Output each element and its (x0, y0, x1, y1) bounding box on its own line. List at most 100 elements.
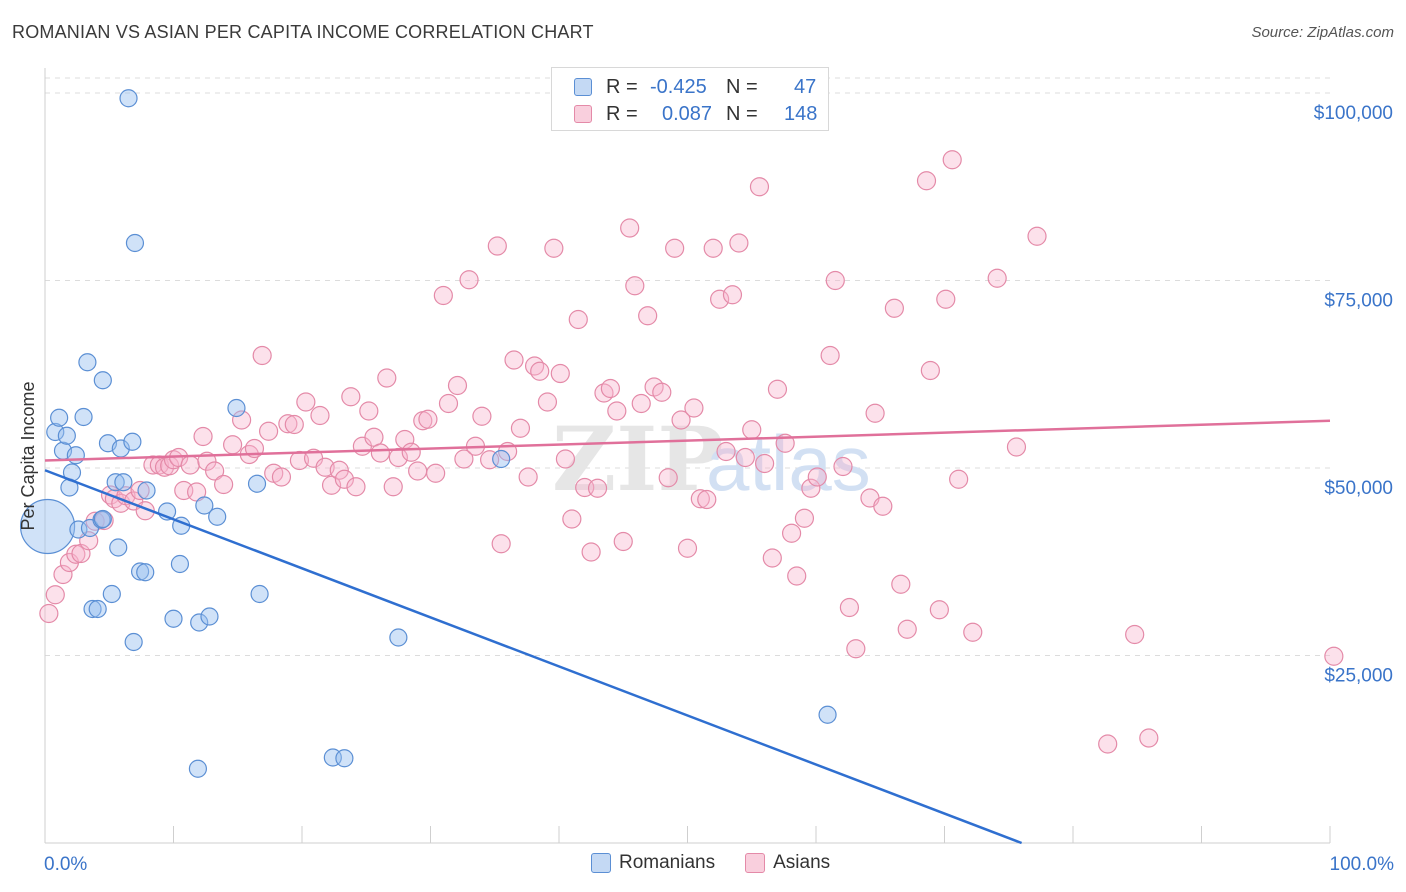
asian-point (767, 379, 788, 399)
asian-point (807, 467, 827, 487)
romanian-point (106, 473, 125, 492)
asian-point (638, 306, 658, 326)
asian-point (581, 542, 601, 562)
asian-point (762, 548, 782, 568)
asian-point (620, 218, 640, 238)
asian-point (66, 544, 86, 564)
asian-point (781, 523, 802, 543)
asian-point (130, 480, 150, 501)
asian-point (716, 441, 736, 462)
watermark-zip: ZIP (552, 407, 724, 511)
asian-point (820, 345, 840, 366)
asian-point (258, 421, 279, 441)
asian-point (697, 489, 717, 510)
asian-point (296, 392, 316, 412)
asian-point (801, 478, 821, 498)
asian-point (329, 460, 349, 480)
romanian-point (188, 759, 208, 778)
asian-point (846, 639, 866, 659)
asian-point (1027, 226, 1047, 246)
asian-point (472, 406, 492, 426)
asian-point (916, 171, 937, 191)
romanian-point (389, 628, 408, 647)
n-label: N = (726, 75, 758, 98)
stats-row-romanians: R = -0.425 N = 47 (574, 75, 816, 99)
asian-point (625, 276, 645, 296)
asians-trend-line (44, 419, 1331, 462)
y-axis-title: Per Capita Income (18, 381, 38, 530)
romanian-point (247, 474, 267, 493)
asian-point (524, 356, 545, 376)
asian-point (600, 378, 621, 399)
asian-point (310, 405, 330, 426)
asian-point (278, 414, 298, 434)
asian-point (454, 449, 474, 469)
asian-point (53, 564, 73, 585)
romanian-point (109, 538, 128, 557)
asian-point (45, 585, 65, 605)
asian-point (1098, 734, 1118, 754)
n-value: 148 (784, 102, 818, 125)
asian-point (271, 467, 292, 487)
asian-point (754, 453, 775, 474)
asian-point (447, 375, 468, 396)
legend-item-romanians[interactable]: Romanians (591, 852, 715, 874)
stats-legend: R = -0.425 N = 47 R = 0.087 N = 148 (551, 67, 829, 131)
asian-point (652, 382, 672, 402)
asian-point (987, 268, 1007, 288)
asian-point (631, 393, 651, 414)
r-label: R = (606, 102, 638, 125)
asian-point (839, 597, 860, 618)
n-value: 47 (794, 75, 817, 98)
stats-row-asians: R = 0.087 N = 148 (574, 102, 817, 126)
romanian-point (136, 563, 155, 582)
asian-point (180, 455, 200, 475)
romanian-point (200, 607, 219, 626)
asian-point (418, 409, 438, 429)
watermark: ZIP atlas (552, 407, 871, 511)
romanian-point (227, 398, 246, 418)
romanian-point (74, 407, 93, 427)
legend-label-asians: Asians (773, 852, 831, 873)
axes (44, 68, 1331, 844)
romanian-point (170, 554, 190, 574)
axis-labels: $25,000 $50,000 $75,000 $100,000 0.0% 100.0% P… (18, 103, 1394, 875)
asian-point (459, 270, 479, 290)
asian-point (1139, 728, 1159, 748)
asian-point (787, 566, 807, 586)
romanian-point (164, 609, 183, 628)
romanian-point (46, 422, 65, 442)
asian-point (341, 387, 361, 407)
asian-point (562, 509, 582, 529)
asian-point (433, 285, 453, 306)
x-tick-label: 100.0% (1330, 854, 1395, 875)
watermark-atlas: atlas (706, 419, 871, 507)
romanian-point (50, 408, 69, 427)
legend-item-asians[interactable]: Asians (745, 852, 830, 874)
asian-point (684, 398, 704, 418)
romanian-point (123, 432, 142, 451)
romanian-point (125, 233, 145, 253)
romanian-point (190, 613, 209, 632)
asian-point (1006, 437, 1027, 457)
asian-point (825, 270, 845, 291)
asian-point (920, 360, 940, 381)
asian-point (232, 410, 252, 430)
y-tick-label: $75,000 (1324, 291, 1393, 312)
asian-point (884, 298, 904, 318)
asian-point (39, 603, 59, 624)
asian-point (794, 508, 815, 528)
asian-point (897, 619, 917, 639)
y-tick-label: $25,000 (1324, 666, 1393, 687)
asian-point (426, 463, 446, 483)
asian-point (438, 393, 459, 414)
asian-point (491, 534, 511, 554)
asian-point (613, 531, 633, 552)
asian-point (252, 345, 272, 366)
asian-point (665, 238, 685, 258)
asian-point (929, 600, 949, 620)
asian-point (223, 435, 243, 455)
asian-point (742, 420, 762, 440)
asians-swatch (574, 105, 592, 123)
romanian-point (57, 426, 76, 445)
